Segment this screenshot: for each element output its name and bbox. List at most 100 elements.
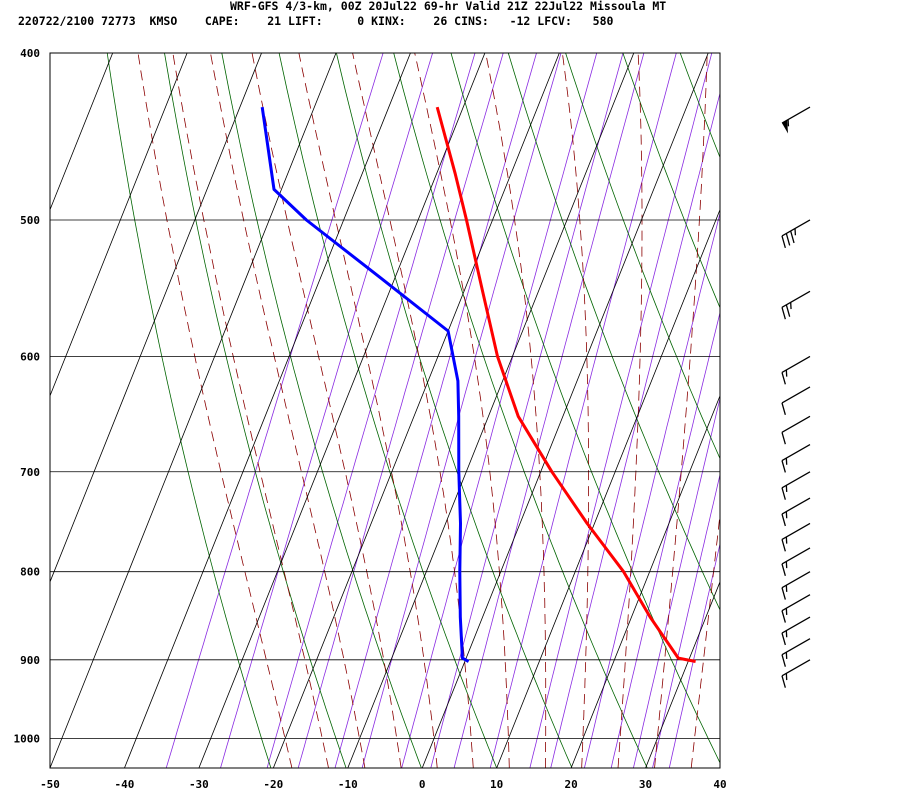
temperature-tick-label: -40 bbox=[115, 778, 135, 791]
moist-adiabat-line bbox=[298, 53, 438, 768]
mixing-ratio-line bbox=[453, 53, 645, 768]
dry-adiabat-line bbox=[450, 53, 720, 764]
pressure-tick-label: 1000 bbox=[14, 733, 41, 746]
wind-barb-full-feather bbox=[781, 307, 786, 320]
temperature-tick-label: -20 bbox=[263, 778, 283, 791]
wind-barb-full-feather bbox=[781, 513, 786, 527]
wind-barb-full-feather bbox=[781, 372, 786, 385]
moist-adiabat-line bbox=[562, 53, 589, 768]
mixing-ratio-line bbox=[334, 53, 537, 768]
temperature-tick-label: 40 bbox=[713, 778, 726, 791]
isotherm-line bbox=[421, 53, 709, 768]
wind-barb-staff bbox=[781, 355, 811, 373]
mixing-ratio-line bbox=[652, 473, 720, 768]
isotherm-line bbox=[50, 53, 337, 768]
temperature-tick-label: 0 bbox=[419, 778, 426, 791]
wind-barb-full-feather bbox=[781, 460, 786, 473]
moist-adiabat-line bbox=[137, 53, 293, 768]
wind-barb-staff bbox=[781, 290, 811, 308]
wind-barb-full-feather bbox=[781, 587, 786, 600]
temperature-tick-label: -30 bbox=[189, 778, 209, 791]
wind-barb-staff bbox=[781, 571, 811, 589]
dry-adiabat-line bbox=[106, 53, 272, 768]
isotherm-line bbox=[570, 394, 720, 768]
moist-adiabat-line bbox=[251, 53, 402, 768]
wind-barb-staff bbox=[781, 547, 811, 565]
mixing-ratio-line bbox=[610, 310, 720, 768]
moist-adiabat-line bbox=[210, 53, 366, 768]
wind-barb-staff bbox=[781, 415, 811, 433]
wind-barb-full-feather bbox=[781, 563, 786, 577]
pressure-tick-label: 600 bbox=[20, 350, 40, 363]
wind-barb bbox=[781, 616, 811, 646]
wind-barb bbox=[781, 443, 811, 473]
dry-adiabat-line bbox=[278, 53, 498, 768]
mixing-ratio-line bbox=[361, 53, 562, 768]
isotherm-line bbox=[50, 53, 262, 583]
wind-barb bbox=[781, 355, 811, 385]
moist-adiabat-line bbox=[352, 53, 474, 768]
mixing-ratio-line bbox=[165, 53, 384, 768]
wind-barb bbox=[781, 638, 811, 667]
dry-adiabat-line bbox=[507, 53, 720, 611]
moist-adiabat-line bbox=[414, 53, 510, 768]
wind-barb-staff bbox=[781, 219, 811, 237]
wind-barb-staff bbox=[781, 659, 811, 677]
wind-barb bbox=[781, 522, 811, 552]
dewpoint-trace bbox=[260, 106, 470, 663]
mixing-ratio-line bbox=[668, 542, 720, 768]
dry-adiabat-line bbox=[164, 53, 347, 768]
mixing-ratio-line bbox=[529, 53, 713, 768]
wind-barb bbox=[781, 415, 811, 445]
wind-barb bbox=[781, 659, 811, 688]
wind-barb-full-feather bbox=[781, 402, 786, 416]
isotherm-line bbox=[719, 766, 720, 768]
isotherm-line bbox=[50, 53, 188, 397]
wind-barb-full-feather bbox=[781, 487, 786, 500]
mixing-ratio-line bbox=[550, 91, 720, 768]
mixing-ratio-line bbox=[584, 211, 720, 768]
isotherm-line bbox=[50, 53, 114, 211]
background-grid bbox=[50, 53, 900, 768]
pressure-tick-label: 700 bbox=[20, 466, 40, 479]
moist-adiabat-line bbox=[690, 511, 720, 768]
moist-adiabat-line bbox=[617, 53, 643, 768]
wind-barb bbox=[781, 219, 811, 249]
wind-barb-staff bbox=[781, 522, 811, 540]
isotherm-line bbox=[347, 53, 635, 768]
isotherm-line bbox=[198, 53, 486, 768]
mixing-ratio-line bbox=[266, 53, 476, 768]
wind-barb-full-feather bbox=[785, 304, 791, 317]
wind-barb-full-feather bbox=[781, 235, 786, 249]
dry-adiabat-line bbox=[738, 53, 900, 768]
isotherm-line bbox=[272, 53, 560, 768]
wind-barb-staff bbox=[781, 638, 811, 656]
wind-barb bbox=[781, 571, 811, 600]
temperature-tick-label: 10 bbox=[490, 778, 503, 791]
wind-barb-staff bbox=[781, 497, 811, 515]
wind-barb-full-feather bbox=[781, 654, 786, 667]
moist-adiabat-line bbox=[172, 53, 329, 768]
isotherm-line bbox=[124, 53, 411, 768]
mixing-ratio-line bbox=[401, 53, 598, 768]
wind-barb-full-feather bbox=[781, 432, 786, 445]
mixing-ratio-line bbox=[489, 53, 677, 768]
moist-adiabat-line bbox=[654, 53, 708, 768]
axis-ticks: 400 500 600 700 800 900 1000 -50 -40 -30 -20 -10 0 10… bbox=[14, 47, 727, 791]
temperature-tick-label: 20 bbox=[564, 778, 577, 791]
temperature-tick-label: 30 bbox=[639, 778, 652, 791]
dry-adiabat-line bbox=[622, 53, 720, 309]
chart-title: WRF-GFS 4/3-km, 00Z 20Jul22 69-hr Valid … bbox=[230, 0, 667, 13]
temperature-tick-label: -10 bbox=[338, 778, 358, 791]
dry-adiabat-line bbox=[336, 53, 573, 768]
wind-barb-staff bbox=[781, 616, 811, 634]
temperature-trace bbox=[435, 106, 696, 663]
mixing-ratio-line bbox=[633, 396, 720, 768]
pressure-tick-label: 500 bbox=[20, 214, 40, 227]
mixing-ratio-line bbox=[220, 53, 433, 768]
dry-adiabat-line bbox=[679, 53, 720, 159]
wind-barb bbox=[781, 594, 811, 623]
sounding-traces bbox=[260, 106, 696, 663]
sounding-stats-line: 220722/2100 72773 KMSO CAPE: 21 LIFT: 0 … bbox=[18, 14, 614, 28]
dry-adiabat-line bbox=[852, 53, 900, 768]
